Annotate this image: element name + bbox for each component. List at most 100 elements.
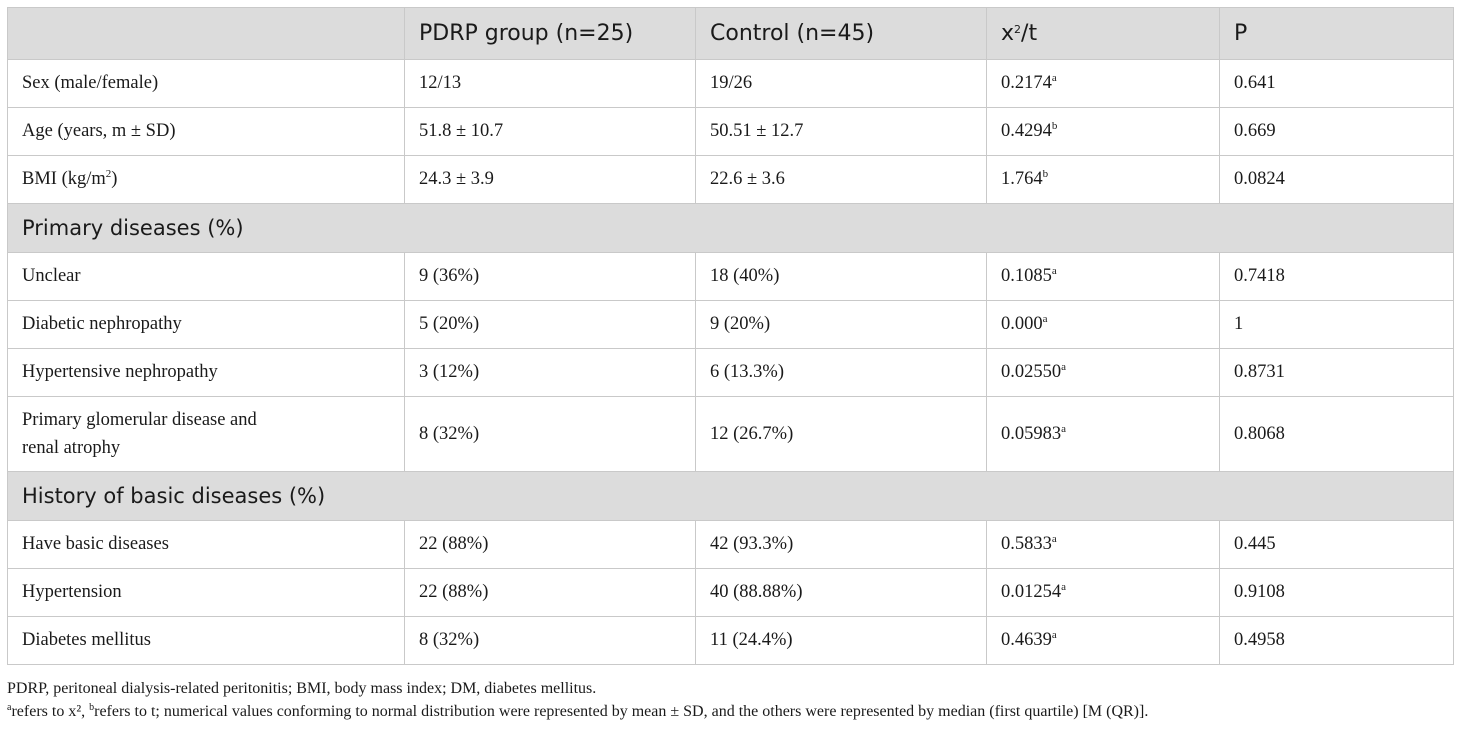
pdrp-value: 9 (36%) [404, 252, 696, 301]
p-value: 1 [1219, 300, 1454, 349]
stat-value: 1.764b [986, 155, 1220, 204]
p-value: 0.7418 [1219, 252, 1454, 301]
row-label: Hypertensive nephropathy [7, 348, 405, 397]
stat-sup: a [1051, 265, 1057, 277]
table-row: Sex (male/female) 12/13 19/26 0.2174a 0.… [7, 59, 1454, 108]
stat-number: 0.4294 [1001, 121, 1052, 141]
control-value: 19/26 [695, 59, 987, 108]
section-row-history: History of basic diseases (%) [7, 471, 1454, 521]
stat-number: 0.1085 [1001, 266, 1052, 286]
table-row: Age (years, m ± SD) 51.8 ± 10.7 50.51 ± … [7, 107, 1454, 156]
stat-number: 0.2174 [1001, 73, 1052, 93]
table-row: Unclear 9 (36%) 18 (40%) 0.1085a 0.7418 [7, 252, 1454, 301]
row-label: Unclear [7, 252, 405, 301]
table-container: PDRP group (n=25) Control (n=45) x2/t P … [7, 7, 1454, 665]
header-stat-x: x [1001, 21, 1015, 46]
stat-sup: a [1042, 313, 1048, 325]
section-title: Primary diseases (%) [7, 203, 1454, 253]
control-value: 50.51 ± 12.7 [695, 107, 987, 156]
row-label-sup: 2 [105, 168, 112, 180]
row-label: Diabetic nephropathy [7, 300, 405, 349]
row-label: Age (years, m ± SD) [7, 107, 405, 156]
stat-number: 0.01254 [1001, 582, 1062, 602]
control-value: 9 (20%) [695, 300, 987, 349]
table-row: Diabetic nephropathy 5 (20%) 9 (20%) 0.0… [7, 300, 1454, 349]
row-label-line1: Primary glomerular disease and [22, 410, 257, 430]
p-value: 0.8731 [1219, 348, 1454, 397]
stat-sup: a [1061, 581, 1067, 593]
p-value: 0.641 [1219, 59, 1454, 108]
stat-value: 0.05983a [986, 396, 1220, 472]
table-row: BMI (kg/m2) 24.3 ± 3.9 22.6 ± 3.6 1.764b… [7, 155, 1454, 204]
header-stat: x2/t [986, 7, 1220, 60]
data-table: PDRP group (n=25) Control (n=45) x2/t P … [7, 7, 1454, 665]
pdrp-value: 24.3 ± 3.9 [404, 155, 696, 204]
stat-value: 0.4639a [986, 616, 1220, 665]
control-value: 18 (40%) [695, 252, 987, 301]
pdrp-value: 5 (20%) [404, 300, 696, 349]
section-row-primary: Primary diseases (%) [7, 203, 1454, 253]
stat-sup: b [1042, 168, 1049, 180]
row-label: BMI (kg/m2) [7, 155, 405, 204]
table-row: Diabetes mellitus 8 (32%) 11 (24.4%) 0.4… [7, 616, 1454, 665]
footnote-abbreviations: PDRP, peritoneal dialysis-related perito… [7, 680, 597, 697]
footnote-sup-a: a [7, 702, 12, 713]
footnote-superscripts: arefers to x², brefers to t; numerical v… [7, 700, 1453, 723]
p-value: 0.445 [1219, 520, 1454, 569]
header-p: P [1219, 7, 1454, 60]
stat-sup: a [1051, 629, 1057, 641]
header-pdrp: PDRP group (n=25) [404, 7, 696, 60]
stat-sup: a [1051, 533, 1057, 545]
table-row: Primary glomerular disease and renal atro… [7, 396, 1454, 472]
stat-value: 0.1085a [986, 252, 1220, 301]
footnote-text-a: refers to x², [11, 703, 90, 720]
stat-value: 0.01254a [986, 568, 1220, 617]
stat-sup: a [1061, 361, 1067, 373]
pdrp-value: 22 (88%) [404, 568, 696, 617]
header-control: Control (n=45) [695, 7, 987, 60]
row-label-end: ) [111, 169, 118, 189]
p-value: 0.0824 [1219, 155, 1454, 204]
stat-value: 0.5833a [986, 520, 1220, 569]
pdrp-value: 3 (12%) [404, 348, 696, 397]
stat-number: 0.02550 [1001, 362, 1062, 382]
header-stat-sup: 2 [1014, 23, 1022, 36]
control-value: 40 (88.88%) [695, 568, 987, 617]
stat-value: 0.4294b [986, 107, 1220, 156]
control-value: 42 (93.3%) [695, 520, 987, 569]
pdrp-value: 8 (32%) [404, 396, 696, 472]
pdrp-value: 12/13 [404, 59, 696, 108]
p-value: 0.8068 [1219, 396, 1454, 472]
footnote-sup-b: b [89, 702, 95, 713]
stat-number: 0.4639 [1001, 630, 1052, 650]
stat-number: 1.764 [1001, 169, 1043, 189]
header-row: PDRP group (n=25) Control (n=45) x2/t P [7, 7, 1454, 60]
p-value: 0.9108 [1219, 568, 1454, 617]
stat-number: 0.05983 [1001, 424, 1062, 444]
stat-sup: a [1051, 72, 1057, 84]
p-value: 0.4958 [1219, 616, 1454, 665]
control-value: 11 (24.4%) [695, 616, 987, 665]
header-blank [7, 7, 405, 60]
row-label-line2: renal atrophy [22, 438, 121, 458]
section-title: History of basic diseases (%) [7, 471, 1454, 521]
table-row: Hypertension 22 (88%) 40 (88.88%) 0.0125… [7, 568, 1454, 617]
table-row: Hypertensive nephropathy 3 (12%) 6 (13.3… [7, 348, 1454, 397]
pdrp-value: 8 (32%) [404, 616, 696, 665]
row-label: Have basic diseases [7, 520, 405, 569]
control-value: 22.6 ± 3.6 [695, 155, 987, 204]
header-stat-t: /t [1021, 21, 1038, 46]
row-label-main: BMI (kg/m [22, 169, 106, 189]
row-label: Diabetes mellitus [7, 616, 405, 665]
row-label: Hypertension [7, 568, 405, 617]
control-value: 12 (26.7%) [695, 396, 987, 472]
stat-value: 0.2174a [986, 59, 1220, 108]
p-value: 0.669 [1219, 107, 1454, 156]
pdrp-value: 22 (88%) [404, 520, 696, 569]
stat-sup: a [1061, 423, 1067, 435]
stat-sup: b [1051, 120, 1058, 132]
pdrp-value: 51.8 ± 10.7 [404, 107, 696, 156]
stat-number: 0.000 [1001, 314, 1043, 334]
row-label: Sex (male/female) [7, 59, 405, 108]
table-footnotes: PDRP, peritoneal dialysis-related perito… [7, 677, 1453, 723]
